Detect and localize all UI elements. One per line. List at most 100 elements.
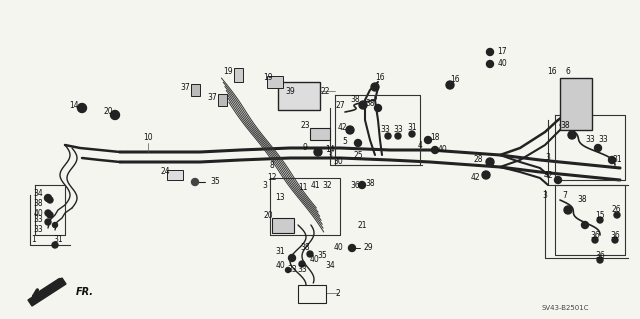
Text: 1: 1 [31,235,36,244]
Text: 37: 37 [180,84,190,93]
Text: 31: 31 [53,235,63,244]
Text: 4: 4 [417,140,422,150]
Text: 36: 36 [610,231,620,240]
Text: 23: 23 [300,121,310,130]
Text: 42: 42 [337,123,347,132]
Circle shape [482,171,490,179]
Text: 18: 18 [430,133,440,143]
Circle shape [614,212,620,218]
Circle shape [358,182,365,189]
Text: 16: 16 [375,73,385,83]
Text: 35: 35 [210,177,220,187]
Circle shape [395,133,401,139]
Circle shape [47,197,53,203]
Circle shape [371,83,379,91]
Text: 19: 19 [263,73,273,83]
Circle shape [568,131,576,139]
Text: 29: 29 [363,243,373,253]
Bar [298,285,326,303]
Circle shape [486,158,494,166]
Bar [234,68,243,82]
Bar [167,170,183,180]
Text: 38: 38 [365,179,375,188]
Circle shape [486,48,493,56]
Bar [310,128,330,140]
Circle shape [47,212,53,218]
Text: 31: 31 [275,248,285,256]
Text: 26: 26 [611,205,621,214]
Text: 8: 8 [269,160,275,169]
Circle shape [431,146,438,153]
Text: 30: 30 [333,158,343,167]
Text: 28: 28 [473,155,483,165]
Text: 31: 31 [612,155,622,165]
Text: 33: 33 [287,265,297,275]
Text: 34: 34 [325,261,335,270]
Text: 9: 9 [303,144,307,152]
Text: 24: 24 [160,167,170,176]
Text: 15: 15 [595,211,605,219]
Text: 35: 35 [317,250,327,259]
Polygon shape [28,278,66,306]
Text: 34: 34 [33,189,43,197]
Circle shape [52,242,58,248]
Text: 33: 33 [33,216,43,225]
Circle shape [597,257,603,263]
Circle shape [554,176,561,183]
Text: 7: 7 [563,190,568,199]
Text: 2: 2 [335,288,340,298]
Text: 36: 36 [350,181,360,189]
Circle shape [612,237,618,243]
Circle shape [45,219,51,225]
Text: 11: 11 [298,183,308,192]
Text: 5: 5 [342,137,348,146]
Text: 42: 42 [543,170,553,180]
Text: 21: 21 [357,220,367,229]
Circle shape [285,268,291,272]
Circle shape [289,255,296,262]
Text: 10: 10 [143,133,153,143]
Text: 13: 13 [275,194,285,203]
Text: 31: 31 [407,123,417,132]
Text: 19: 19 [223,68,233,77]
Text: 33: 33 [585,136,595,145]
Text: 36: 36 [590,231,600,240]
Bar [278,82,320,110]
Text: 40: 40 [33,209,43,218]
Bar [191,84,200,96]
Text: 3: 3 [262,181,268,189]
Circle shape [597,217,603,223]
Circle shape [191,179,198,186]
Circle shape [307,251,313,257]
Bar [560,78,592,130]
Text: 33: 33 [297,265,307,275]
Text: 40: 40 [497,60,507,69]
Circle shape [77,103,86,113]
Text: 39: 39 [285,86,295,95]
Circle shape [111,110,120,120]
Text: 16: 16 [547,68,557,77]
Circle shape [359,101,367,109]
Circle shape [446,81,454,89]
Text: 42: 42 [470,173,480,182]
Text: 6: 6 [566,68,570,77]
Text: 12: 12 [268,174,276,182]
Text: 14: 14 [325,145,335,154]
Text: FR.: FR. [76,287,94,297]
Circle shape [582,221,589,228]
Circle shape [45,195,51,202]
Text: 3: 3 [543,190,547,199]
Circle shape [564,206,572,214]
Bar [218,94,227,106]
Text: 40: 40 [437,145,447,154]
Circle shape [349,244,355,251]
Circle shape [609,157,616,164]
Circle shape [374,105,381,112]
Circle shape [592,237,598,243]
Circle shape [355,139,362,146]
Text: 33: 33 [380,125,390,135]
Bar [272,218,294,233]
Circle shape [595,145,602,152]
Text: 33: 33 [393,125,403,135]
Text: 20: 20 [103,108,113,116]
